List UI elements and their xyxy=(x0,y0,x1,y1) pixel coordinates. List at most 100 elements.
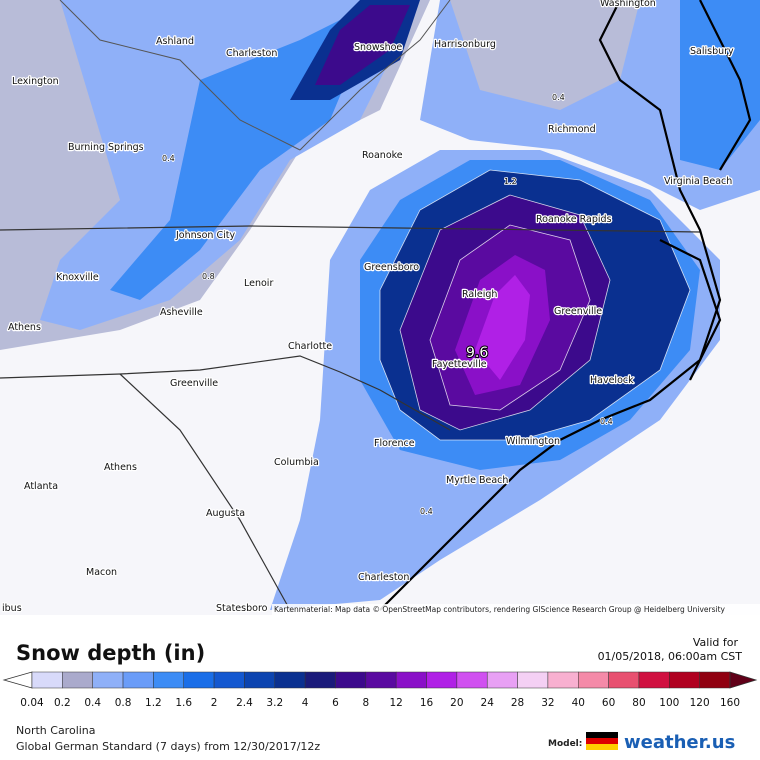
colorbar-bin xyxy=(578,671,609,689)
colorbar-bin xyxy=(426,671,458,689)
colorbar-tick-label: 4 xyxy=(302,697,309,709)
colorbar-tick-label: 8 xyxy=(362,697,369,709)
colorbar-tick-label: 60 xyxy=(602,697,615,709)
colorbar-tick-label: 0.8 xyxy=(115,697,132,709)
flag xyxy=(586,732,618,750)
colorbar-tick-label: 32 xyxy=(541,697,554,709)
colorbar-tick-label: 100 xyxy=(659,697,679,709)
city: Johnson City xyxy=(175,230,235,241)
colorbar-tick-label: 0.4 xyxy=(84,697,101,709)
contour-label: 9.6 xyxy=(466,345,488,361)
colorbar-tick-label: 1.2 xyxy=(145,697,162,709)
colorbar-bin xyxy=(486,671,518,689)
city: Burning Springs xyxy=(68,142,144,153)
city: Athens xyxy=(104,462,137,473)
colorbar-tick-label: 20 xyxy=(450,697,463,709)
contour-label: 0.8 xyxy=(202,272,215,281)
city-labels: Washington Ashland Charleston Snowshoe H… xyxy=(1,0,736,615)
colorbar-tick-label: 0.04 xyxy=(20,697,44,709)
city: Lenoir xyxy=(244,278,273,289)
colorbar-bin xyxy=(547,671,579,689)
run-info: Global German Standard (7 days) from 12/… xyxy=(16,740,320,753)
colorbar-bin xyxy=(608,671,640,689)
contour-label: 0.4 xyxy=(552,93,565,102)
city: Florence xyxy=(374,438,415,449)
city: Charleston xyxy=(358,572,409,583)
city: Statesboro xyxy=(216,603,268,614)
colorbar-tick-label: 2.4 xyxy=(236,697,253,709)
city: Myrtle Beach xyxy=(446,475,508,486)
model-label: Model: xyxy=(548,739,582,749)
contour-label: 0.4 xyxy=(420,507,433,516)
city: Salisbury xyxy=(690,46,734,57)
colorbar-bin xyxy=(213,671,245,689)
city: Charlotte xyxy=(288,341,332,352)
colorbar-bin xyxy=(456,671,488,689)
city: Wilmington xyxy=(506,436,560,447)
region: North Carolina xyxy=(16,724,96,737)
contour-labels: 0.4 0.4 0.8 1.2 9.6 0.4 0.4 xyxy=(161,92,613,517)
colorbar-tick-label: 80 xyxy=(632,697,645,709)
brand-logo: weather.us xyxy=(624,732,735,753)
city: Greenville xyxy=(170,378,218,389)
city: Greensboro xyxy=(364,262,419,273)
city: Washington xyxy=(600,0,656,9)
legend-title: Snow depth (in) xyxy=(16,641,205,665)
city: Roanoke Rapids xyxy=(536,214,612,225)
city: Lexington xyxy=(12,76,59,87)
colorbar-tick-label: 2 xyxy=(211,697,218,709)
colorbar-tick-label: 24 xyxy=(481,697,495,709)
city: Greenville xyxy=(554,306,602,317)
colorbar-bin xyxy=(122,671,154,689)
city: Fayetteville xyxy=(432,359,487,370)
city: Snowshoe xyxy=(354,42,402,53)
city: Virginia Beach xyxy=(664,176,732,187)
city: Atlanta xyxy=(24,481,58,492)
city: Augusta xyxy=(206,508,245,519)
colorbar-bin xyxy=(638,671,670,689)
colorbar-tick-label: 0.2 xyxy=(54,697,71,709)
contour-label: 1.2 xyxy=(504,177,517,186)
city: ibus xyxy=(2,603,22,614)
city: Raleigh xyxy=(462,289,497,300)
city: Roanoke xyxy=(362,150,403,161)
city: Richmond xyxy=(548,124,596,135)
city: Athens xyxy=(8,322,41,333)
city: Harrisonburg xyxy=(434,39,496,50)
colorbar-bin xyxy=(183,671,215,689)
colorbar-tick-label: 6 xyxy=(332,697,339,709)
city: Charleston xyxy=(226,48,277,59)
colorbar-bin xyxy=(395,671,427,689)
colorbar-bin xyxy=(92,671,124,689)
colorbar-bin xyxy=(153,671,184,689)
contour-label: 0.4 xyxy=(162,154,175,163)
colorbar-bin xyxy=(274,671,306,689)
city: Columbia xyxy=(274,457,319,468)
colorbar-tick-label: 120 xyxy=(690,697,710,709)
city: Asheville xyxy=(160,307,203,318)
colorbar-tick-label: 28 xyxy=(511,697,524,709)
attribution: Kartenmaterial: Map data © OpenStreetMap… xyxy=(274,605,726,614)
colorbar-bin xyxy=(699,671,731,689)
colorbar-bin xyxy=(244,671,276,689)
city: Macon xyxy=(86,567,117,578)
city: Havelock xyxy=(590,375,634,386)
colorbar-tick-label: 160 xyxy=(720,697,740,709)
colorbar-bin xyxy=(62,671,93,689)
city: Knoxville xyxy=(56,272,99,283)
colorbar-bin xyxy=(365,671,397,689)
colorbar: 0.04 0.2 0.4 0.8 1.2 1.6 2 2.4 3.2 4 6 8 12 16 20 24 28 3… xyxy=(2,671,758,709)
valid-label: Valid for xyxy=(693,636,739,649)
map xyxy=(0,0,760,615)
city: Ashland xyxy=(156,36,194,47)
colorbar-tick-label: 16 xyxy=(420,697,434,709)
valid-time: 01/05/2018, 06:00am CST xyxy=(598,650,743,663)
colorbar-tick-label: 3.2 xyxy=(266,697,283,709)
colorbar-tick-label: 12 xyxy=(389,697,402,709)
colorbar-bin xyxy=(304,671,336,689)
colorbar-bin xyxy=(31,671,63,689)
colorbar-tick-label: 1.6 xyxy=(175,697,192,709)
colorbar-bin xyxy=(335,671,367,689)
colorbar-bin xyxy=(669,671,700,689)
